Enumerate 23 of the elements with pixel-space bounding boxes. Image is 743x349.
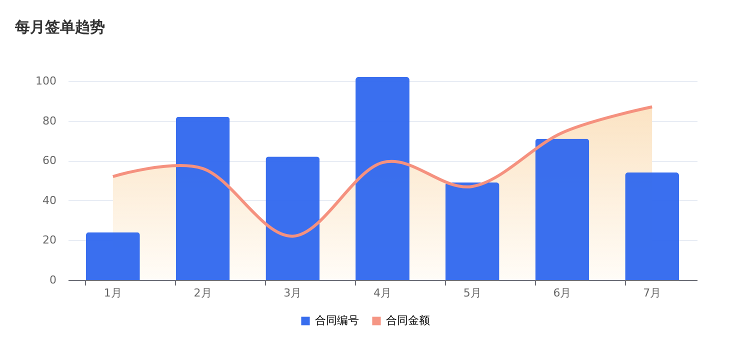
x-tick-label: 6月 xyxy=(553,286,572,300)
y-tick-label: 20 xyxy=(42,234,56,247)
bar xyxy=(356,77,410,280)
bar xyxy=(86,232,140,280)
x-tick-label: 3月 xyxy=(284,286,302,300)
legend-label: 合同金额 xyxy=(386,314,430,327)
x-tick-label: 7月 xyxy=(643,286,662,300)
y-tick-label: 0 xyxy=(50,274,56,286)
bar xyxy=(445,182,500,280)
x-tick-label: 2月 xyxy=(194,286,212,300)
x-tick-label: 4月 xyxy=(374,286,392,300)
legend-label: 合同编号 xyxy=(315,314,359,327)
bar xyxy=(535,138,590,280)
y-tick-label: 40 xyxy=(42,194,56,207)
bar xyxy=(176,116,230,280)
x-tick-label: 1月 xyxy=(104,286,122,300)
y-tick-label: 60 xyxy=(42,154,56,168)
chart-title: 每月签单趋势 xyxy=(14,18,106,36)
bar xyxy=(625,172,680,280)
x-tick-label: 5月 xyxy=(463,286,482,300)
bar xyxy=(266,156,320,280)
y-tick-label: 100 xyxy=(36,74,56,88)
y-tick-label: 80 xyxy=(42,114,56,128)
